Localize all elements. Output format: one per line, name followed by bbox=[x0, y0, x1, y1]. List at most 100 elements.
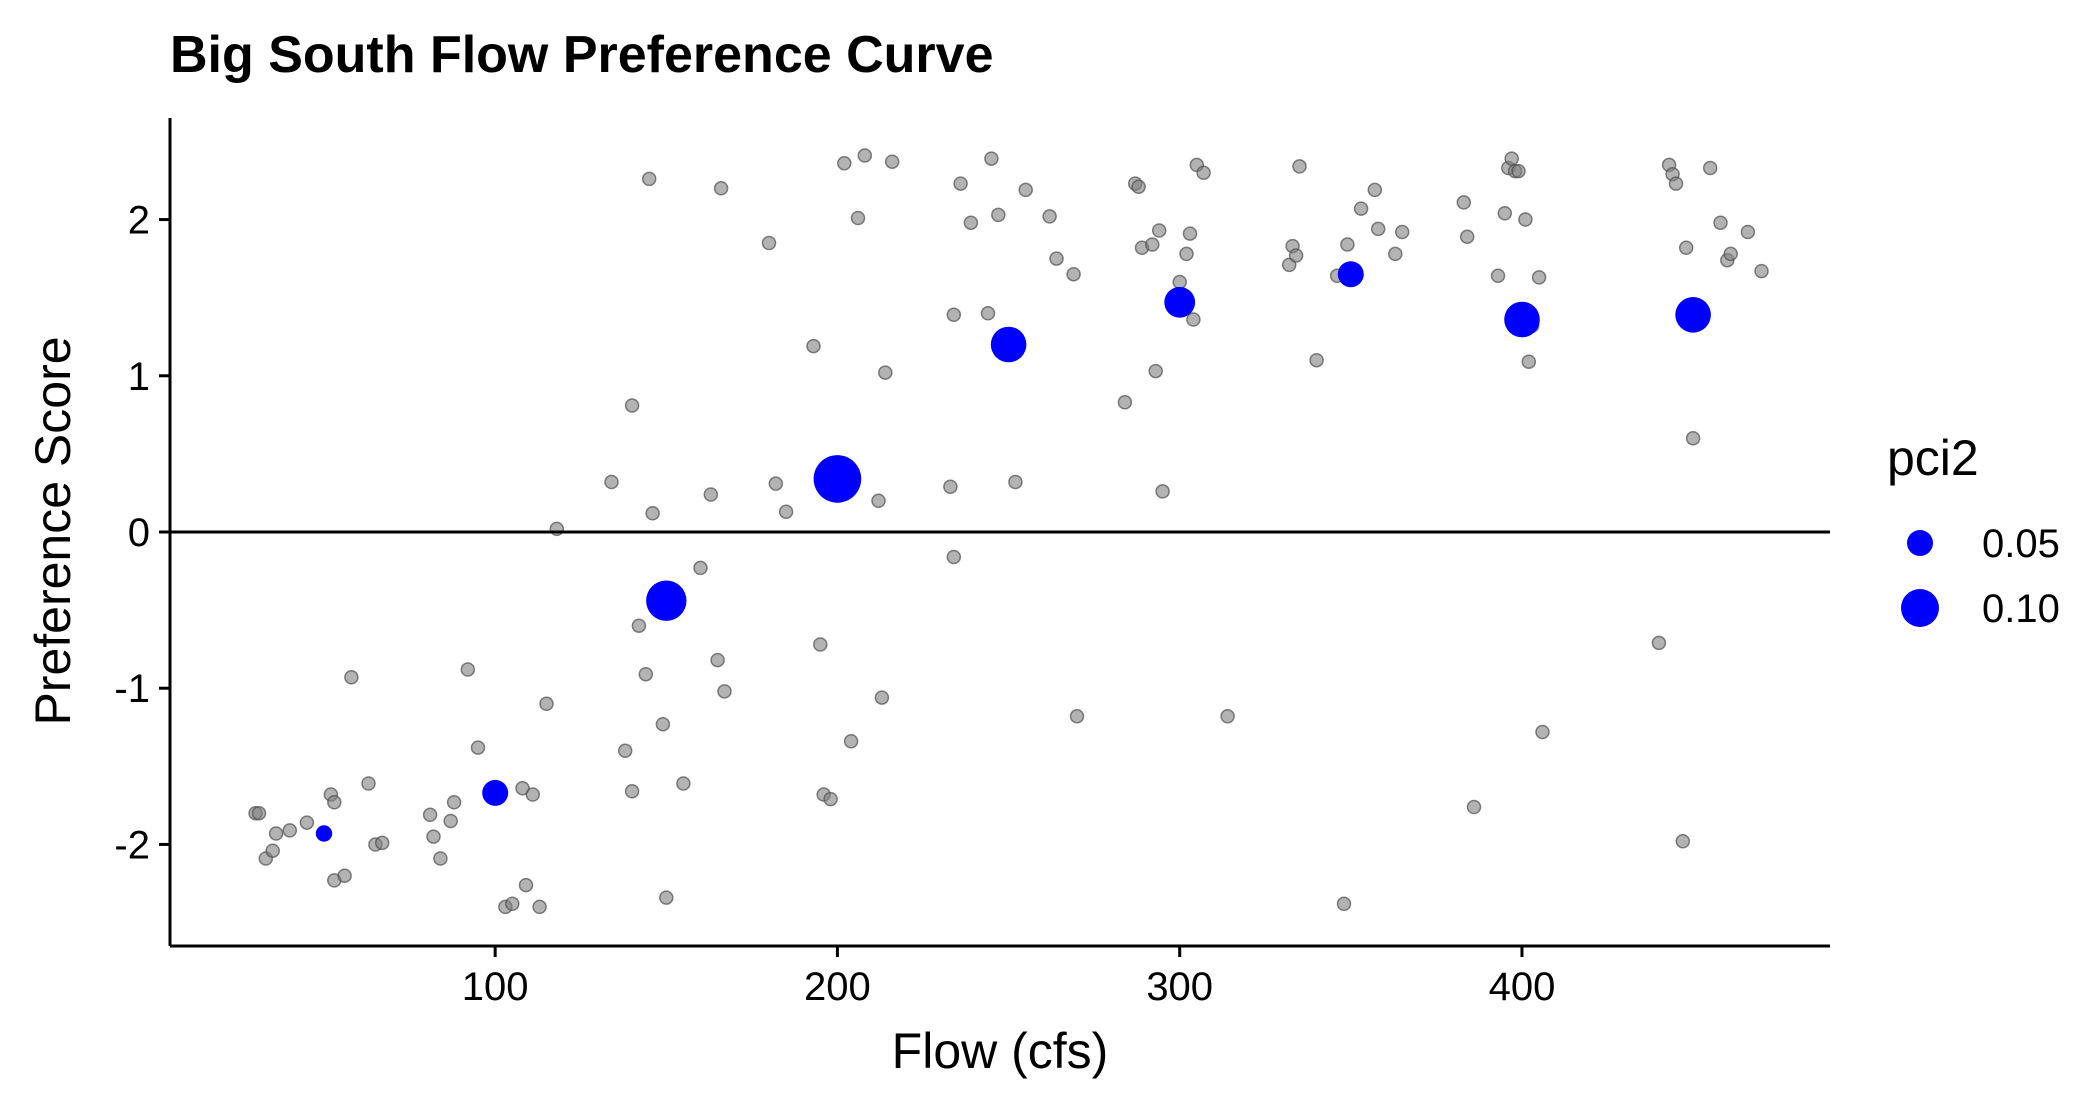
data-point bbox=[374, 835, 390, 851]
curve-point bbox=[813, 455, 862, 503]
data-point bbox=[518, 877, 534, 893]
data-point bbox=[1196, 165, 1211, 180]
data-point bbox=[871, 493, 886, 509]
data-point bbox=[361, 776, 376, 791]
data-point bbox=[265, 843, 280, 858]
data-point bbox=[505, 896, 520, 912]
data-point bbox=[1754, 263, 1769, 279]
data-point bbox=[857, 148, 873, 163]
curve-point bbox=[646, 580, 687, 621]
data-point bbox=[984, 151, 999, 166]
chart-title: Big South Flow Preference Curve bbox=[170, 26, 994, 84]
data-point bbox=[850, 210, 866, 226]
data-point bbox=[713, 181, 729, 196]
data-point bbox=[1459, 229, 1475, 244]
curve-point bbox=[1675, 297, 1711, 333]
data-point bbox=[604, 474, 619, 490]
legend: pci2 0.05 0.10 bbox=[1887, 430, 2060, 631]
data-point bbox=[1685, 431, 1701, 446]
data-point bbox=[1148, 363, 1163, 379]
data-point bbox=[659, 890, 674, 905]
legend-title: pci2 bbox=[1887, 430, 1979, 486]
data-point bbox=[1049, 251, 1064, 266]
data-point bbox=[1740, 224, 1756, 240]
data-point bbox=[676, 776, 691, 791]
data-point bbox=[638, 666, 654, 682]
data-point bbox=[1702, 160, 1718, 176]
data-point bbox=[778, 504, 794, 519]
data-point bbox=[624, 398, 640, 413]
data-point bbox=[327, 795, 342, 810]
data-point bbox=[710, 652, 725, 668]
data-point bbox=[433, 851, 448, 866]
data-point bbox=[1675, 834, 1691, 849]
y-tick-label: -2 bbox=[114, 823, 150, 867]
x-tick-label: 100 bbox=[462, 965, 529, 1009]
data-point bbox=[1456, 195, 1472, 210]
data-point bbox=[806, 338, 821, 354]
data-point bbox=[299, 815, 315, 830]
data-point bbox=[884, 154, 900, 169]
data-point bbox=[1151, 223, 1167, 238]
data-point bbox=[344, 670, 359, 685]
data-point bbox=[823, 791, 838, 807]
data-point bbox=[1511, 163, 1526, 179]
data-point bbox=[1353, 201, 1369, 216]
data-point bbox=[1518, 212, 1533, 227]
data-point bbox=[1531, 270, 1547, 285]
data-point bbox=[946, 307, 962, 323]
data-point bbox=[874, 690, 890, 705]
data-point bbox=[1535, 724, 1550, 740]
data-point bbox=[1309, 352, 1324, 368]
data-point bbox=[1018, 182, 1033, 198]
y-axis-label: Preference Score bbox=[25, 336, 81, 725]
data-point bbox=[470, 740, 486, 755]
data-point bbox=[617, 743, 633, 758]
data-point bbox=[631, 618, 647, 633]
data-point bbox=[1367, 182, 1383, 198]
data-point bbox=[1220, 709, 1235, 724]
data-point bbox=[426, 829, 441, 844]
data-point bbox=[624, 784, 640, 799]
data-point bbox=[1155, 484, 1170, 499]
data-point bbox=[337, 868, 352, 883]
data-point bbox=[761, 235, 777, 251]
data-point bbox=[1145, 237, 1160, 252]
curve-point bbox=[990, 326, 1027, 363]
data-point bbox=[878, 365, 893, 380]
data-point bbox=[1340, 237, 1355, 252]
data-point bbox=[837, 156, 852, 171]
data-point bbox=[768, 476, 784, 491]
data-point bbox=[1497, 206, 1513, 221]
data-point bbox=[1131, 179, 1146, 194]
y-tick-label: -1 bbox=[114, 667, 150, 711]
data-point bbox=[991, 207, 1006, 223]
data-point bbox=[980, 306, 996, 321]
data-point bbox=[268, 826, 284, 841]
data-point bbox=[282, 823, 298, 838]
data-point bbox=[1292, 159, 1307, 174]
data-point bbox=[1713, 215, 1728, 230]
data-point bbox=[1466, 799, 1482, 815]
data-point bbox=[1179, 246, 1194, 262]
data-point bbox=[963, 215, 979, 230]
data-point bbox=[943, 479, 958, 494]
data-point bbox=[1678, 240, 1694, 255]
legend-label: 0.10 bbox=[1982, 587, 2060, 631]
data-point bbox=[813, 637, 828, 652]
legend-key bbox=[1907, 530, 1933, 556]
data-point bbox=[1288, 248, 1304, 263]
data-point bbox=[1336, 896, 1352, 912]
data-point bbox=[1388, 246, 1403, 262]
data-point bbox=[1668, 176, 1684, 191]
data-point bbox=[422, 807, 438, 823]
data-point bbox=[1186, 312, 1201, 327]
data-point bbox=[1042, 209, 1057, 224]
data-point bbox=[443, 813, 458, 829]
data-point bbox=[1008, 474, 1023, 490]
data-point bbox=[1117, 395, 1133, 410]
data-point bbox=[1182, 226, 1198, 241]
plot-area: 100 200 300 400 -2 -1 0 1 2 bbox=[114, 118, 1830, 1009]
data-point bbox=[1370, 221, 1386, 237]
